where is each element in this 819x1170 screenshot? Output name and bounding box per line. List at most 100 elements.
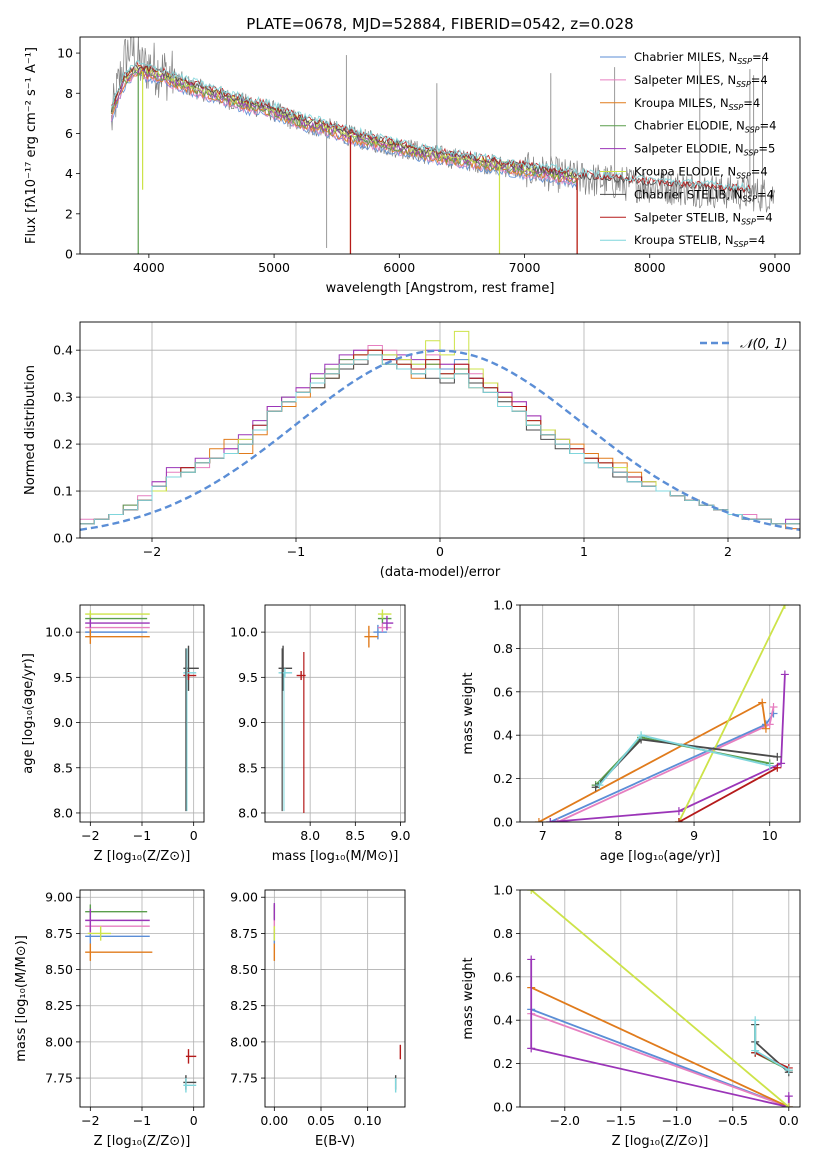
y-tick-label: 9.00 <box>45 890 73 905</box>
normal-curve <box>80 349 800 531</box>
axes-frame <box>519 889 801 1108</box>
legend-label: Salpeter MILES, NSSP=4 <box>634 73 768 89</box>
x-tick-label: 8000 <box>634 260 666 275</box>
y-tick-label: 0.8 <box>493 926 513 941</box>
y-tick-label: 1.0 <box>493 883 513 898</box>
series-kroupa-stelib <box>754 1020 790 1071</box>
x-axis-label: Z [log₁₀(Z/Z⊙)] <box>612 1134 709 1149</box>
legend-label: 𝒩(0, 1) <box>740 337 787 352</box>
x-axis-label: age [log₁₀(age/yr)] <box>600 849 721 864</box>
x-tick-label: 0 <box>436 544 444 559</box>
plot-area <box>273 903 402 1093</box>
x-tick-label: 0 <box>190 1113 198 1128</box>
y-tick-label: 8.00 <box>230 1034 258 1049</box>
x-tick-label: −1.0 <box>662 1113 692 1128</box>
series-marker <box>780 605 789 609</box>
y-tick-label: 9.0 <box>53 715 73 730</box>
x-tick-label: 0.10 <box>354 1113 382 1128</box>
series-salpeter-miles <box>530 1012 790 1107</box>
y-tick-label: 0.0 <box>493 815 513 830</box>
x-axis-label: Z [log₁₀(Z/Z⊙)] <box>94 849 191 864</box>
legend-label: Salpeter ELODIE, NSSP=5 <box>634 142 775 158</box>
y-tick-label: 9.00 <box>230 890 258 905</box>
x-tick-label: 7 <box>539 828 547 843</box>
series-marker <box>637 731 646 740</box>
y-tick-label: 1.0 <box>493 598 513 613</box>
series-marker <box>769 702 778 711</box>
x-axis-label: mass [log₁₀(M/M⊙)] <box>272 849 399 864</box>
series-marker <box>780 670 789 679</box>
legend-label: Kroupa ELODIE, NSSP=4 <box>634 165 768 181</box>
series-kroupa-stelib <box>598 734 770 786</box>
x-tick-label: 10 <box>762 828 778 843</box>
plot-area <box>534 605 789 822</box>
series-marker <box>765 761 774 770</box>
errorbar-salpeter-miles <box>85 918 150 934</box>
y-tick-label: 0.0 <box>493 1100 513 1115</box>
x-tick-label: 0.00 <box>260 1113 288 1128</box>
y-tick-label: 8.50 <box>230 962 258 977</box>
series-chabrier-miles <box>549 712 775 822</box>
x-tick-label: 7000 <box>509 260 541 275</box>
errorbar-kroupa-elodie <box>85 610 150 618</box>
x-tick-label: 0 <box>190 828 198 843</box>
y-axis-label: age [log₁₀(age/yr)] <box>21 653 36 774</box>
y-axis-label: Flux [fλ10⁻¹⁷ erg cm⁻² s⁻¹ A⁻¹] <box>24 47 39 244</box>
x-tick-label: 9000 <box>759 260 791 275</box>
panel-spectrum: 4000 5000 6000 7000 8000 9000 0 2 4 6 8 10 wavelengt… <box>24 36 801 296</box>
series-marker <box>784 1092 793 1101</box>
legend-label: Kroupa MILES, NSSP=4 <box>634 96 760 112</box>
series-salpeter-elodie <box>530 959 790 1107</box>
y-tick-label: 8.50 <box>45 962 73 977</box>
y-tick-label: 9.0 <box>238 715 258 730</box>
series-kroupa-elodie <box>678 605 786 822</box>
x-tick-label: 8.0 <box>300 828 320 843</box>
errorbar-salpeter-elodie <box>382 615 394 631</box>
errorbar-kroupa-miles <box>85 943 153 961</box>
plot-area <box>110 37 776 254</box>
x-tick-label: 4000 <box>133 260 165 275</box>
series-kroupa-miles <box>530 986 790 1107</box>
y-tick-label: 9.5 <box>238 670 258 685</box>
x-tick-label: 2 <box>724 544 732 559</box>
errorbar-chabrier-stelib <box>278 645 293 691</box>
series-marker <box>546 818 555 822</box>
axes-frame <box>264 604 406 823</box>
y-tick-label: 2 <box>65 206 73 221</box>
y-tick-label: 0.2 <box>53 437 73 452</box>
x-tick-label: 0.05 <box>307 1113 335 1128</box>
series-salpeter-elodie <box>550 674 786 822</box>
panel-massweight_vs_Z: −2.0 −1.5 −1.0 −0.5 0.0 0.0 0.2 0.4 0.6 0.8 1.0 Z [… <box>461 883 801 1149</box>
panel-mass_vs_ebv: 0.00 0.05 0.10 7.75 8.00 8.25 8.50 8.75 9.00 E(B-… <box>230 889 406 1149</box>
series-marker <box>758 698 767 707</box>
panel-mass_vs_Z: −2 −1 0 7.75 8.00 8.25 8.50 8.75 9.00 Z [log₁₀(Z/… <box>14 889 205 1149</box>
series-marker <box>751 1046 760 1055</box>
legend-label: Salpeter STELIB, NSSP=4 <box>634 210 773 226</box>
series-marker <box>761 724 770 733</box>
x-axis-label: Z [log₁₀(Z/Z⊙)] <box>94 1134 191 1149</box>
y-tick-label: 0.1 <box>53 484 73 499</box>
x-tick-label: −2.0 <box>550 1113 580 1128</box>
x-tick-label: 8 <box>614 828 622 843</box>
series-marker <box>751 1016 760 1025</box>
x-tick-label: 5000 <box>258 260 290 275</box>
legend-label: Chabrier MILES, NSSP=4 <box>634 50 769 66</box>
x-tick-label: −0.5 <box>718 1113 748 1128</box>
y-tick-label: 9.5 <box>53 670 73 685</box>
plot-area <box>278 609 394 691</box>
x-tick-label: −2 <box>81 828 99 843</box>
y-tick-label: 8.5 <box>53 760 73 775</box>
y-tick-label: 10.0 <box>45 625 73 640</box>
x-tick-label: 9 <box>690 828 698 843</box>
series-marker <box>784 1066 793 1075</box>
x-tick-label: 6000 <box>383 260 415 275</box>
y-tick-label: 10.0 <box>230 625 258 640</box>
series-kroupa-miles <box>538 701 767 822</box>
legend-label: Kroupa STELIB, NSSP=4 <box>634 233 765 249</box>
histogram-kroupa-stelib <box>80 354 800 525</box>
x-axis-label: wavelength [Angstrom, rest frame] <box>326 281 555 296</box>
y-tick-label: 7.75 <box>45 1071 73 1086</box>
plot-area <box>85 610 199 691</box>
errorbar-kroupa-miles <box>85 629 150 644</box>
series-kroupa-elodie <box>530 890 790 1107</box>
